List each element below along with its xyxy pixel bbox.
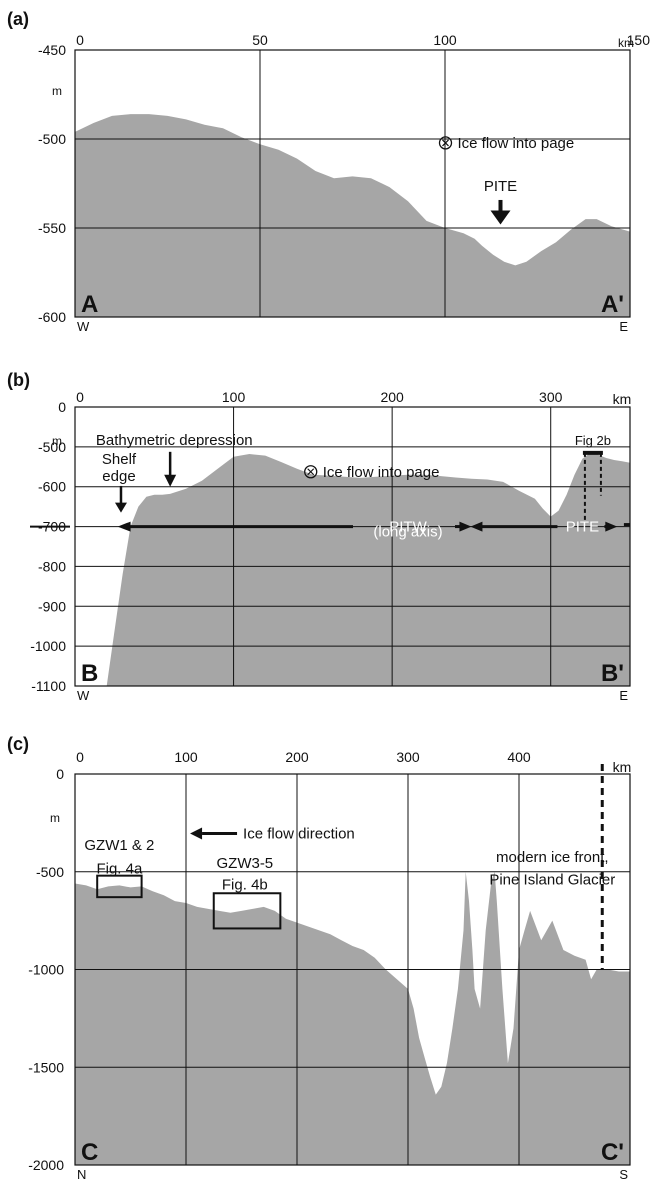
y-tick-label: -1100 [31,678,66,694]
plot-frame [74,49,631,318]
annotation-text: GZW1 & 2 [84,837,154,854]
profile-end-direction: E [619,319,628,334]
ice-flow-direction-arrowhead [190,827,203,840]
panel-label: (a) [7,9,29,29]
annotation-text: edge [102,468,135,485]
annotation-arrowhead [164,474,177,487]
annotation-arrowhead [490,210,511,225]
x-tick-label: 150 [627,32,650,48]
profile-end-label: C' [601,1139,624,1166]
plot-frame [74,406,631,687]
x-axis-unit: km [613,759,632,775]
annotation-text: Pine Island Glacier [489,871,615,888]
panel-c: (c) 0 100 200 300 400 km 0 -500 -1000 -1500 -2000 m C… [7,734,631,1182]
annotation-text: Ice flow into page [323,464,440,481]
x-axis-unit: km [613,391,632,407]
x-tick-label: 200 [380,389,404,405]
y-tick-label: -800 [38,558,66,574]
annotation-text: PITW [389,519,427,536]
x-tick-label: 300 [539,389,563,405]
y-axis-unit: m [52,84,62,98]
profile-end-label: A' [601,291,624,318]
panel-label: (c) [7,734,29,754]
x-tick-label: 100 [222,389,246,405]
y-tick-label: -2000 [28,1157,64,1173]
annotation-text: Fig. 4a [96,861,143,878]
annotation-text: Shelf [102,451,137,468]
ice-flow-symbol [438,136,453,150]
seafloor-profile [106,452,630,686]
y-top-tick-label: 0 [58,399,66,415]
annotation-text: Ice flow into page [458,135,575,152]
ice-flow-symbol-x [442,139,449,147]
x-tick-label: 100 [174,749,198,765]
annotation-text: PITE [484,178,517,195]
annotation-text: Fig 2b [575,433,611,448]
x-axis-unit: km [618,36,634,50]
x-tick-label: 400 [507,749,531,765]
y-tick-label: -1000 [30,638,66,654]
profile-start-direction: W [77,688,90,703]
x-tick-label: 0 [76,389,84,405]
plot-frame [74,773,631,1166]
profile-start-label: A [81,291,98,318]
x-tick-label: 0 [76,32,84,48]
annotation-text: Bathymetric depression [96,432,253,449]
y-tick-label: 0 [56,766,64,782]
y-tick-label: -600 [38,479,66,495]
annotation-text: Ice flow direction [243,826,355,843]
panel-label: (b) [7,370,30,390]
y-tick-label: -1000 [28,962,64,978]
panel-b: (b)0 100 200 300 km-500-600-700-800-900-1000… [7,370,631,703]
span-arrowhead [605,521,618,532]
y-axis-unit: m [52,434,62,448]
profile-start-direction: N [77,1167,86,1182]
y-tick-label: -550 [38,220,66,236]
detail-box [96,874,143,899]
y-tick-label: -1500 [28,1059,64,1075]
profile-start-label: C [81,1139,98,1166]
y-tick-label: -500 [38,439,66,455]
x-tick-label: 50 [252,32,268,48]
profile-start-direction: W [77,319,90,334]
profile-end-direction: S [619,1167,628,1182]
detail-box [212,892,282,930]
profile-end-label: B' [601,660,624,687]
annotation-text: GZW3-5 [216,855,273,872]
x-tick-label: 100 [433,32,457,48]
y-tick-label: -450 [38,42,66,58]
x-tick-label: 300 [396,749,420,765]
annotation-text: modern ice front, [496,849,609,866]
seafloor-profile [75,871,630,1165]
x-tick-label: 200 [285,749,309,765]
y-tick-label: -900 [38,598,66,614]
annotation-text: (long axis) [373,524,442,541]
profile-start-label: B [81,660,98,687]
y-axis-unit: m [50,811,60,825]
span-arrowhead [117,521,131,532]
annotation-arrowhead [114,502,127,513]
y-tick-label: -500 [36,864,64,880]
annotation-text: Fig. 4b [222,876,268,893]
span-arrowhead [470,521,483,532]
profile-end-direction: E [619,688,628,703]
span-arrowhead [459,521,472,532]
x-tick-label: 0 [76,749,84,765]
y-tick-label: -600 [38,309,66,325]
annotation-text: PITE [566,519,599,536]
seafloor-profile [75,114,630,317]
ice-flow-symbol [304,465,318,479]
y-tick-label: -500 [38,131,66,147]
ice-flow-symbol-x [307,468,315,476]
